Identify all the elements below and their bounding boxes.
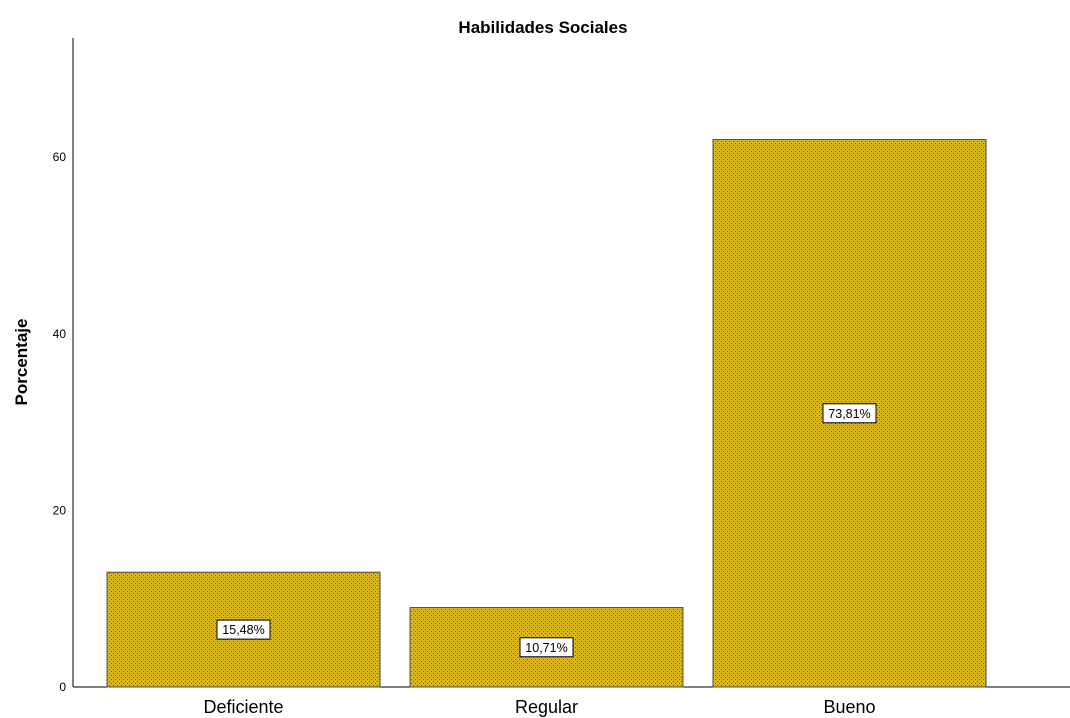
chart-title: Habilidades Sociales <box>458 18 627 37</box>
x-axis-tick-labels: Deficiente Regular Bueno <box>203 697 875 717</box>
data-label-box <box>519 637 574 658</box>
x-tick-label-deficiente: Deficiente <box>203 697 283 717</box>
data-label-box <box>216 619 271 640</box>
x-tick-label-bueno: Bueno <box>823 697 875 717</box>
x-tick-label-regular: Regular <box>515 697 578 717</box>
data-label: 10,71% <box>525 641 567 655</box>
data-labels: 15,48% 10,71% 73,81% <box>216 403 877 658</box>
y-axis-title: Porcentaje <box>12 319 31 406</box>
y-axis-ticks: 0 20 40 60 <box>53 150 67 694</box>
data-label-box <box>822 403 877 424</box>
y-tick-label: 0 <box>59 680 66 694</box>
y-tick-label: 40 <box>53 327 67 341</box>
y-tick-label: 60 <box>53 150 67 164</box>
data-label: 15,48% <box>222 623 264 637</box>
y-tick-label: 20 <box>53 503 67 517</box>
data-label: 73,81% <box>828 407 870 421</box>
